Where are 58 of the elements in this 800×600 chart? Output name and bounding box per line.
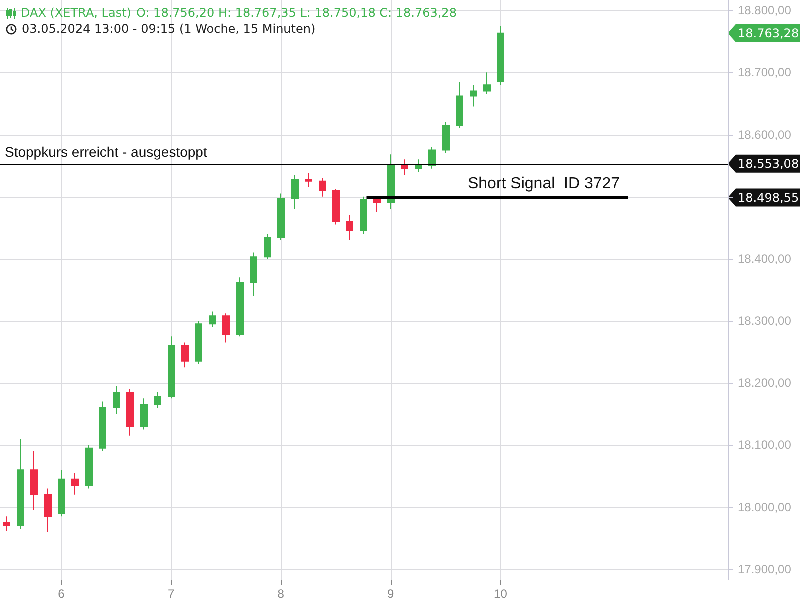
candlestick: [360, 196, 367, 235]
candlestick: [483, 72, 491, 95]
candlestick: [442, 122, 450, 154]
candlestick: [181, 342, 189, 368]
candlestick: [250, 252, 257, 297]
candlestick: [305, 172, 312, 188]
y-tick-label: 18.800,00: [738, 4, 792, 18]
y-tick-label: 17.900,00: [738, 562, 792, 576]
candlestick: [346, 214, 353, 241]
candlestick: [456, 81, 463, 130]
y-tick-label: 18.600,00: [738, 128, 792, 142]
annotation: O: 18.756,20 H: 18.767,35 L: 18.750,18 C: 18.763,28: [136, 5, 457, 21]
candlestick: [71, 472, 79, 496]
x-tick-label: 7: [168, 587, 175, 600]
y-tick-label: 18.400,00: [738, 252, 792, 266]
ref-line-label: Stoppkurs erreicht - ausgestoppt: [5, 144, 208, 160]
y-tick-label: 18.000,00: [738, 500, 792, 514]
candlestick: [277, 193, 285, 241]
candlestick: [44, 488, 52, 533]
candlestick: [415, 159, 422, 173]
x-tick-label: 10: [494, 587, 508, 600]
text: 18.763,28: [738, 26, 800, 40]
candlestick: [401, 159, 408, 176]
candlestick: [126, 388, 134, 436]
candlestick: [222, 313, 230, 344]
x-tick-label: 9: [388, 587, 395, 600]
candlestick: [497, 26, 504, 86]
candlestick: [85, 444, 93, 490]
candlestick: [168, 336, 175, 400]
series-label: Short Signal ID 3727: [468, 175, 620, 192]
candlestick: [154, 392, 161, 408]
candlestick: [319, 178, 326, 198]
text: 03.05.2024 13:00 - 09:15 (1 Woche, 15 Minuten): [22, 21, 316, 37]
candlestick: [99, 401, 106, 452]
candlestick: [264, 234, 271, 260]
y-tick-label: 18.300,00: [738, 314, 792, 328]
candlestick: [387, 154, 395, 210]
text: 18.498,55: [738, 190, 800, 205]
text: 18.553,08: [738, 156, 800, 171]
candlestick: [428, 146, 436, 170]
candlestick: [140, 398, 148, 430]
candlestick: [195, 320, 202, 366]
y-tick-label: 18.100,00: [738, 438, 792, 452]
y-tick-label: 18.200,00: [738, 376, 792, 390]
text: DAX (XETRA, Last): [21, 5, 132, 21]
candlestick: [332, 188, 340, 226]
candlestick: [3, 516, 10, 532]
candlestick: [113, 386, 120, 415]
candlestick: [58, 470, 65, 518]
candlestick: [209, 311, 216, 328]
y-tick-label: 18.700,00: [738, 66, 792, 80]
x-tick-label: 6: [58, 587, 66, 600]
candlestick: [236, 277, 244, 338]
candlestick: [17, 438, 24, 530]
candlestick: [291, 174, 299, 210]
x-tick-label: 8: [278, 587, 285, 600]
candlestick: [30, 450, 38, 511]
candlestick: [470, 84, 477, 108]
